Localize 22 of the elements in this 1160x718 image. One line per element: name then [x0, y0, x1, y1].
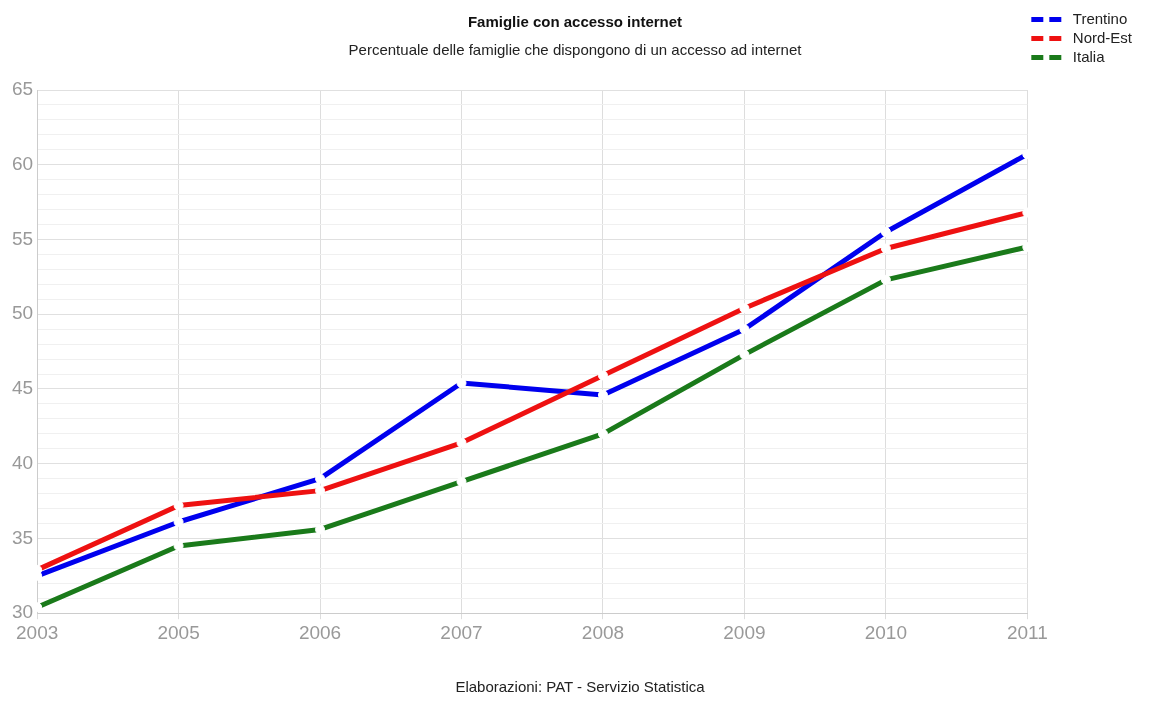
x-tick-label: 2009: [723, 621, 766, 643]
chart-title: Famiglie con accesso internet: [467, 13, 683, 31]
y-tick-label: 50: [11, 302, 34, 324]
x-tick-label: 2010: [864, 621, 908, 643]
y-tick-label: 35: [11, 526, 34, 548]
x-tick-label: 2003: [15, 621, 59, 643]
chart-subtitle: Percentuale delle famiglie che dispongono di un accesso ad internet: [348, 41, 803, 59]
legend-label: Nord-Est: [1072, 28, 1133, 46]
x-tick-label: 2007: [440, 621, 483, 643]
y-tick-label: 30: [11, 601, 34, 623]
x-tick-label: 2006: [298, 621, 342, 643]
text: Elaborazioni: PAT - Servizio Statistica: [455, 678, 706, 695]
legend-label: Italia: [1072, 47, 1106, 65]
x-tick-label: 2011: [1006, 621, 1048, 643]
y-tick-label: 45: [11, 377, 34, 399]
y-tick-label: 65: [11, 78, 34, 100]
y-tick-label: 60: [11, 152, 34, 174]
y-tick-label: 55: [11, 227, 34, 249]
y-tick-label: 40: [11, 451, 34, 473]
legend-label: Trentino: [1072, 9, 1128, 27]
x-tick-label: 2008: [581, 621, 625, 643]
x-tick-label: 2005: [157, 621, 200, 643]
